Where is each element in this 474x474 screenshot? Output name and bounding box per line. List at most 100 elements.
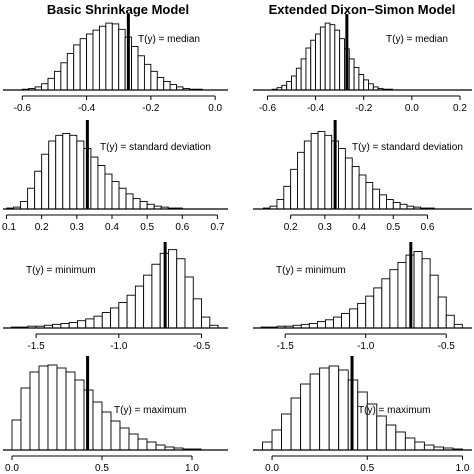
- histogram-bar: [276, 199, 285, 210]
- histogram-bar: [315, 33, 321, 91]
- histogram-bar: [56, 367, 67, 451]
- x-tick-label: 0.6: [175, 222, 189, 233]
- histogram-bar: [150, 70, 158, 91]
- panel-sd-extended: 0.2 0.3 0.4 0.5 0.6 T(y) = standard deviatio…: [253, 120, 472, 233]
- histogram-bar: [379, 194, 387, 210]
- histogram-bar: [60, 62, 68, 91]
- histogram-bar: [101, 312, 111, 329]
- x-axis: -0.6 -0.4 -0.2 0.0 0.2: [259, 95, 467, 114]
- histogram-bar: [308, 322, 318, 329]
- histogram-bar: [334, 29, 341, 91]
- histogram-bar: [397, 261, 407, 329]
- histogram-bar: [105, 22, 113, 91]
- statistic-label: T(y) = median: [138, 34, 200, 45]
- histogram-bar: [303, 140, 312, 210]
- left-column-title: Basic Shrinkage Model: [47, 2, 189, 17]
- histogram-bar: [283, 185, 292, 210]
- x-tick-label: -0.2: [142, 103, 160, 114]
- histogram-bar: [372, 188, 381, 210]
- histogram-bar: [101, 411, 112, 451]
- x-tick-label: 0.5: [140, 222, 154, 233]
- histogram-bar: [151, 263, 161, 329]
- x-tick-label: 0.5: [386, 222, 400, 233]
- histogram-bar: [169, 84, 178, 91]
- x-tick-label: 0.7: [211, 222, 225, 233]
- x-tick-label: -0.6: [14, 103, 32, 114]
- histogram-bar: [79, 38, 88, 91]
- x-tick-label: 0.5: [95, 463, 109, 474]
- histogram-bar: [310, 132, 319, 210]
- histogram-bar: [392, 201, 401, 210]
- x-axis: -1.5 -1.0 -0.5: [277, 333, 455, 352]
- histogram-bar: [93, 315, 103, 329]
- x-tick-label: -0.4: [307, 103, 325, 114]
- histogram-bar: [139, 200, 148, 210]
- x-tick-label: 0.4: [352, 222, 366, 233]
- histogram-bar: [85, 318, 95, 329]
- x-axis: -1.5 -1.0 -0.5: [27, 333, 211, 352]
- x-tick-label: 0.2: [35, 222, 49, 233]
- statistic-label: T(y) = standard deviation: [352, 142, 463, 153]
- panel-minimum-basic: -1.5 -1.0 -0.5 T(y) = minimum: [3, 242, 228, 352]
- histogram-bar: [11, 419, 22, 451]
- histogram-bar: [363, 79, 369, 91]
- histogram-bar: [290, 168, 298, 210]
- panel-median-extended: -0.6 -0.4 -0.2 0.0 0.2 T(y) = median: [253, 14, 472, 114]
- histogram-bar: [41, 83, 49, 91]
- histogram-bar: [365, 182, 374, 210]
- histogram-bar: [110, 307, 120, 329]
- histogram-bar: [163, 80, 171, 91]
- histogram-bar: [20, 387, 31, 451]
- histogram-bar: [143, 274, 153, 329]
- histogram-bar: [413, 251, 423, 329]
- histogram-bar: [111, 181, 120, 210]
- histogram-bar: [47, 77, 55, 91]
- histogram-bar: [351, 166, 360, 210]
- statistic-label: T(y) = minimum: [26, 265, 96, 276]
- panel-sd-basic: 0.1 0.2 0.3 0.4 0.5 0.6 0.7 T(y) = standard de…: [2, 120, 228, 233]
- x-tick-label: 0.0: [5, 463, 19, 474]
- histogram-bar: [146, 441, 157, 451]
- x-tick-label: 0.2: [453, 103, 467, 114]
- x-tick-label: -1.0: [357, 341, 375, 352]
- histogram-bar: [319, 26, 326, 91]
- histogram-bar: [104, 173, 113, 210]
- histogram-bar: [281, 413, 292, 451]
- histogram-bar: [111, 23, 120, 91]
- x-tick-label: -0.6: [259, 103, 277, 114]
- histogram-bar: [90, 156, 99, 210]
- histogram-bar: [305, 47, 312, 91]
- histogram-bar: [300, 58, 307, 91]
- histogram-bar: [69, 134, 78, 210]
- histogram-bar: [55, 134, 64, 210]
- histogram-bar: [324, 134, 333, 210]
- histogram-bar: [48, 140, 57, 210]
- histogram-bar: [92, 401, 103, 451]
- histogram-bar: [309, 373, 321, 451]
- histogram-bar: [62, 132, 71, 210]
- histogram-bar: [34, 170, 43, 210]
- x-tick-label: 0.5: [360, 463, 374, 474]
- histogram-bar: [98, 25, 107, 91]
- x-tick-label: 0.0: [405, 103, 419, 114]
- panel-maximum-extended: 0.0 0.5 1.0 T(y) = maximum: [253, 356, 472, 474]
- histogram-bar: [325, 319, 334, 329]
- histogram-bar: [41, 153, 50, 210]
- histogram-bar: [262, 441, 273, 451]
- histogram-bar: [74, 379, 85, 451]
- histogram-bar: [373, 287, 383, 329]
- histogram-bar: [376, 415, 387, 451]
- histogram-bar: [338, 369, 349, 451]
- x-tick-label: 0.2: [284, 222, 298, 233]
- histogram-bar: [128, 433, 139, 451]
- histogram-bar: [119, 427, 130, 451]
- histogram-bar: [386, 199, 394, 210]
- histogram-bar: [291, 75, 297, 91]
- statistic-label: T(y) = maximum: [358, 405, 431, 416]
- histogram-bar: [349, 308, 359, 329]
- histogram-bar: [381, 278, 391, 329]
- x-tick-label: 1.0: [185, 463, 199, 474]
- histogram-bar: [167, 249, 178, 329]
- panel-maximum-basic: 0.0 0.5 1.0 T(y) = maximum: [3, 356, 228, 474]
- histogram-bar: [429, 274, 439, 329]
